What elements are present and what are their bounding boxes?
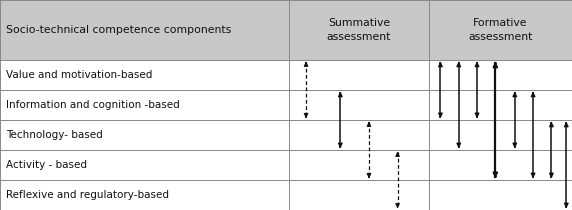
Text: Value and motivation-based: Value and motivation-based bbox=[6, 70, 152, 80]
Text: Socio-technical competence components: Socio-technical competence components bbox=[6, 25, 231, 35]
Bar bbox=[0, 120, 572, 150]
Text: Reflexive and regulatory-based: Reflexive and regulatory-based bbox=[6, 190, 169, 200]
Text: Technology- based: Technology- based bbox=[6, 130, 102, 140]
Text: Formative
assessment: Formative assessment bbox=[468, 18, 533, 42]
Bar bbox=[0, 180, 572, 210]
Bar bbox=[0, 150, 572, 180]
Bar bbox=[0, 90, 572, 120]
Text: Summative
assessment: Summative assessment bbox=[327, 18, 391, 42]
Text: Activity - based: Activity - based bbox=[6, 160, 87, 170]
Text: Information and cognition -based: Information and cognition -based bbox=[6, 100, 180, 110]
Bar bbox=[0, 0, 572, 60]
Bar bbox=[0, 60, 572, 90]
